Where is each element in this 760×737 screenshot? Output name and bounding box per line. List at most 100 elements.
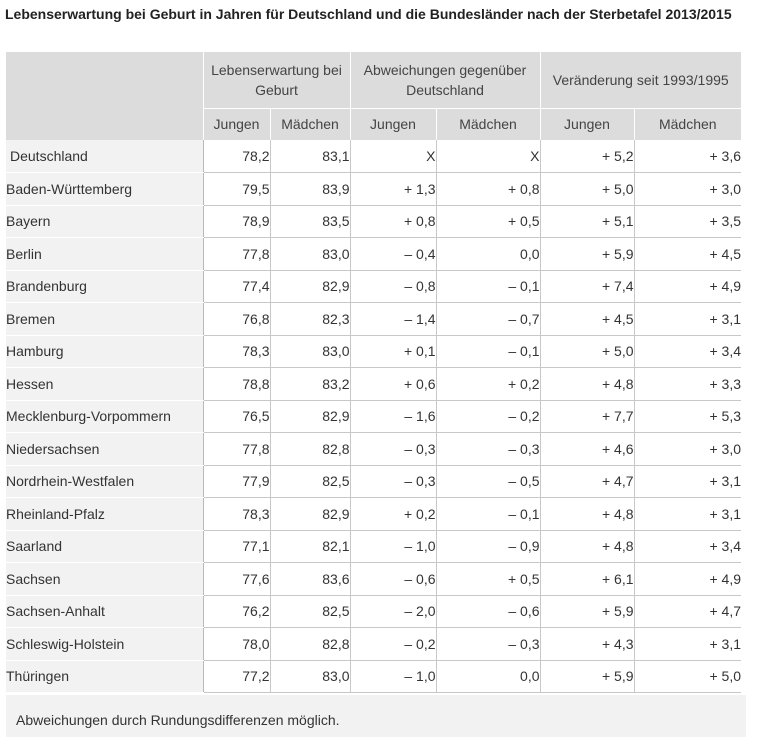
- table-cell: 83,0: [269, 335, 350, 368]
- table-cell: + 5,0: [539, 335, 634, 368]
- table-cell: + 3,5: [633, 205, 741, 238]
- header-sub-jungen: Jungen: [539, 108, 634, 140]
- table-cell: 83,0: [269, 237, 350, 271]
- table-cell: – 2,0: [349, 595, 436, 628]
- table-cell: + 0,2: [435, 367, 540, 401]
- table-cell: + 3,0: [633, 432, 741, 466]
- table-row: Baden-Württemberg 79,5 83,9 + 1,3 + 0,8 + 5,0…: [6, 172, 741, 206]
- row-label: Saarland: [6, 530, 203, 563]
- table-row: Thüringen 77,2 83,0– 1,0 0,0 + 5,9 + 5,0: [6, 660, 741, 693]
- table-cell: + 4,7: [633, 595, 741, 628]
- row-label: Berlin: [6, 237, 203, 271]
- table-cell: 77,9: [202, 465, 270, 498]
- table-cell: – 0,2: [349, 627, 436, 661]
- table-row: Berlin 77,8 83,0– 0,4 0,0 + 5,9 + 4,5: [6, 237, 741, 271]
- row-label: Sachsen-Anhalt: [6, 595, 203, 628]
- table-cell: + 4,8: [539, 367, 634, 401]
- table-cell: – 1,0: [349, 660, 436, 693]
- table-cell: – 1,4: [349, 302, 436, 336]
- table-cell: X: [349, 140, 436, 173]
- table-cell: – 0,1: [435, 270, 540, 303]
- table-cell: + 5,3: [633, 400, 741, 433]
- row-label: Brandenburg: [6, 270, 203, 303]
- header-sub-maedchen: Mädchen: [633, 108, 741, 140]
- table-row: Saarland 77,1 82,1– 1,0– 0,9 + 4,8 + 3,4: [6, 530, 741, 563]
- table-cell: + 5,9: [539, 595, 634, 628]
- table-title: Lebenserwartung bei Geburt in Jahren für…: [5, 6, 732, 22]
- table-cell: – 0,6: [349, 562, 436, 596]
- table-body: Deutschland 78,2 83,1 X X + 5,2 + 3,6 Baden-Wür…: [6, 140, 741, 693]
- table-cell: 82,5: [269, 595, 350, 628]
- header-group-veraenderung: Veränderung seit 1993/1995: [539, 52, 741, 109]
- table-cell: – 0,3: [349, 465, 436, 498]
- table-cell: + 3,4: [633, 530, 741, 563]
- table-cell: 83,5: [269, 205, 350, 238]
- table-cell: + 7,4: [539, 270, 634, 303]
- table-row: Sachsen 77,6 83,6– 0,6 + 0,5 + 6,1 + 4,9: [6, 562, 741, 596]
- table-cell: + 4,8: [539, 530, 634, 563]
- table-cell: – 1,0: [349, 530, 436, 563]
- table-cell: – 0,8: [349, 270, 436, 303]
- table-cell: 0,0: [435, 237, 540, 271]
- table-cell: 78,3: [202, 335, 270, 368]
- table-cell: + 0,5: [435, 205, 540, 238]
- row-label: Hamburg: [6, 335, 203, 368]
- table-row: Brandenburg 77,4 82,9– 0,8– 0,1 + 7,4 + 4,9: [6, 270, 741, 303]
- table-cell: – 0,3: [435, 627, 540, 661]
- header-group-lebenserwartung: Lebenserwartung bei Geburt: [202, 52, 350, 109]
- table-cell: – 0,1: [435, 497, 540, 531]
- table-row: Rheinland-Pfalz 78,3 82,9 + 0,2– 0,1 + 4,8 + …: [6, 497, 741, 531]
- table-cell: – 0,4: [349, 237, 436, 271]
- table-cell: 78,2: [202, 140, 270, 173]
- table-cell: 78,8: [202, 367, 270, 401]
- table-cell: – 0,3: [349, 432, 436, 466]
- row-label: Schleswig-Holstein: [6, 627, 203, 661]
- table-cell: + 3,0: [633, 172, 741, 206]
- row-label: Sachsen: [6, 562, 203, 596]
- table-cell: 0,0: [435, 660, 540, 693]
- table-cell: – 0,7: [435, 302, 540, 336]
- table-cell: + 3,1: [633, 302, 741, 336]
- header-group-abweichungen: Abweichungen gegenüber Deutschland: [349, 52, 540, 109]
- table-row: Bremen 76,8 82,3– 1,4– 0,7 + 4,5 + 3,1: [6, 302, 741, 336]
- table-cell: 78,0: [202, 627, 270, 661]
- table-cell: + 4,5: [539, 302, 634, 336]
- table-cell: + 3,1: [633, 465, 741, 498]
- table-cell: 82,5: [269, 465, 350, 498]
- header-sub-jungen: Jungen: [349, 108, 436, 140]
- table-cell: 82,9: [269, 497, 350, 531]
- table-row: Mecklenburg-Vorpommern 76,5 82,9– 1,6– 0,2…: [6, 400, 741, 433]
- table-cell: + 0,8: [349, 205, 436, 238]
- table-cell: + 4,3: [539, 627, 634, 661]
- table-cell: – 0,9: [435, 530, 540, 563]
- table-cell: + 6,1: [539, 562, 634, 596]
- table-cell: + 3,6: [633, 140, 741, 173]
- table-row: Schleswig-Holstein 78,0 82,8– 0,2– 0,3 + 4,…: [6, 627, 741, 661]
- table-cell: + 5,2: [539, 140, 634, 173]
- table-cell: – 0,5: [435, 465, 540, 498]
- table-row: Sachsen-Anhalt 76,2 82,5– 2,0– 0,6 + 5,9 + 4…: [6, 595, 741, 628]
- table-cell: 83,2: [269, 367, 350, 401]
- table-cell: + 4,9: [633, 270, 741, 303]
- table-cell: 77,8: [202, 432, 270, 466]
- table-cell: 82,9: [269, 270, 350, 303]
- table-cell: + 5,0: [539, 172, 634, 206]
- table-row: Hessen 78,8 83,2 + 0,6 + 0,2 + 4,8 + 3,3: [6, 367, 741, 401]
- row-label: Bayern: [6, 205, 203, 238]
- table-cell: + 0,2: [349, 497, 436, 531]
- table-cell: + 5,1: [539, 205, 634, 238]
- table-cell: + 3,3: [633, 367, 741, 401]
- table-cell: 77,6: [202, 562, 270, 596]
- row-label: Nordrhein-Westfalen: [6, 465, 203, 498]
- table-cell: + 3,1: [633, 497, 741, 531]
- row-label: Baden-Württemberg: [6, 172, 203, 206]
- table-cell: 77,4: [202, 270, 270, 303]
- table-cell: – 0,1: [435, 335, 540, 368]
- header-corner: [6, 52, 203, 140]
- table-cell: 82,9: [269, 400, 350, 433]
- table-cell: – 0,3: [435, 432, 540, 466]
- table-cell: 83,6: [269, 562, 350, 596]
- table-cell: 78,3: [202, 497, 270, 531]
- table-cell: 83,0: [269, 660, 350, 693]
